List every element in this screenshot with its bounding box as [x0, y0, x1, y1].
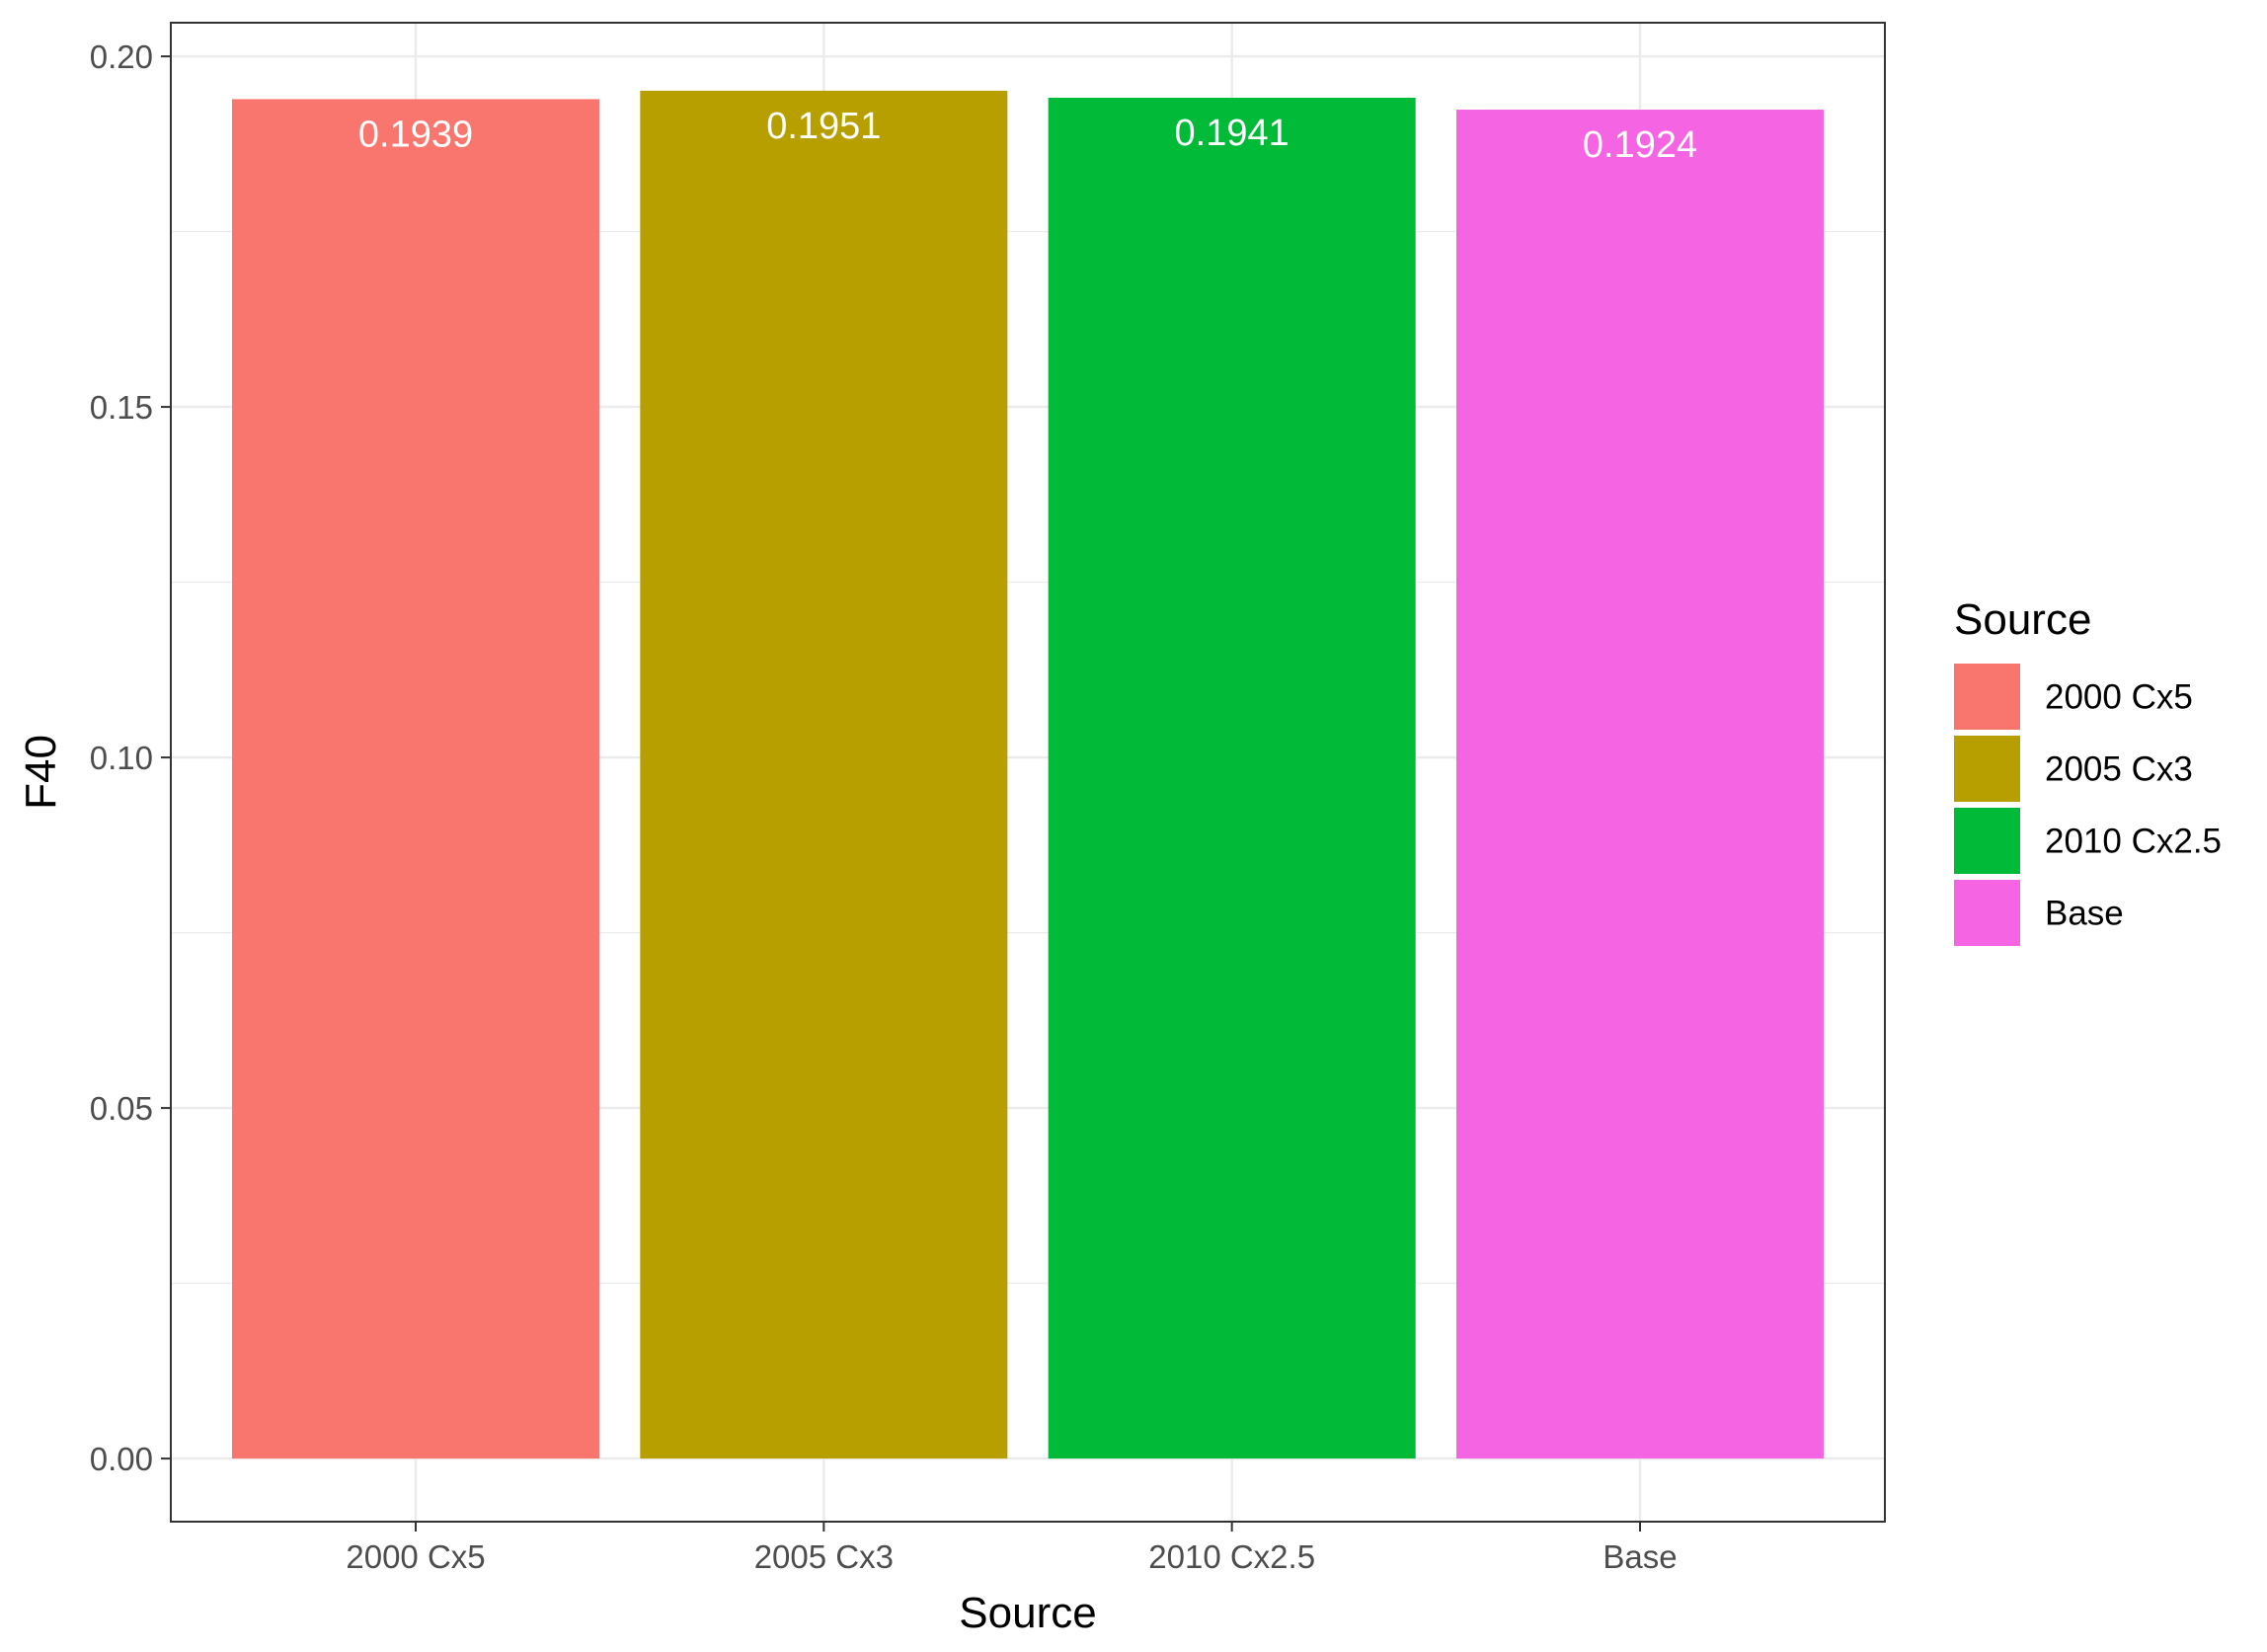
bar-value-label: 0.1939	[358, 114, 473, 155]
y-tick-label: 0.20	[90, 39, 153, 75]
legend-label: 2005 Cx3	[2045, 750, 2193, 789]
bar	[640, 90, 1008, 1459]
bar-value-label: 0.1941	[1175, 113, 1290, 154]
bar-value-labels: 0.1939 0.1951 0.1941 0.1924	[358, 106, 1697, 166]
legend: Source 2000 Cx5 2005 Cx3 2010 Cx2.5 Base	[1954, 595, 2222, 946]
x-tick-label: 2000 Cx5	[346, 1538, 485, 1575]
bar-value-label: 0.1924	[1583, 124, 1697, 166]
y-tick-label: 0.00	[90, 1441, 153, 1477]
x-axis: 2000 Cx5 2005 Cx3 2010 Cx2.5 Base	[346, 1522, 1678, 1575]
legend-key	[1954, 808, 2020, 874]
x-axis-title: Source	[959, 1589, 1096, 1637]
legend-key	[1954, 736, 2020, 802]
legend-key	[1954, 664, 2020, 730]
y-tick-label: 0.15	[90, 389, 153, 426]
legend-key	[1954, 880, 2020, 946]
legend-title: Source	[1954, 595, 2091, 644]
plot-panel-border	[170, 22, 1886, 1523]
y-axis: 0.00 0.05 0.10 0.15 0.20	[90, 39, 171, 1477]
x-tick-label: Base	[1603, 1538, 1677, 1575]
bar	[232, 99, 599, 1459]
bar-value-label: 0.1951	[766, 106, 881, 147]
x-tick-label: 2010 Cx2.5	[1148, 1538, 1315, 1575]
legend-label: 2010 Cx2.5	[2045, 823, 2222, 861]
bar-series	[232, 90, 1824, 1459]
x-tick-label: 2005 Cx3	[754, 1538, 894, 1575]
y-tick-label: 0.10	[90, 740, 153, 776]
bar	[1048, 97, 1416, 1459]
legend-label: 2000 Cx5	[2045, 678, 2193, 717]
bar	[1456, 110, 1824, 1459]
y-tick-label: 0.05	[90, 1090, 153, 1127]
y-axis-title: F40	[17, 735, 65, 810]
legend-label: Base	[2045, 895, 2124, 933]
